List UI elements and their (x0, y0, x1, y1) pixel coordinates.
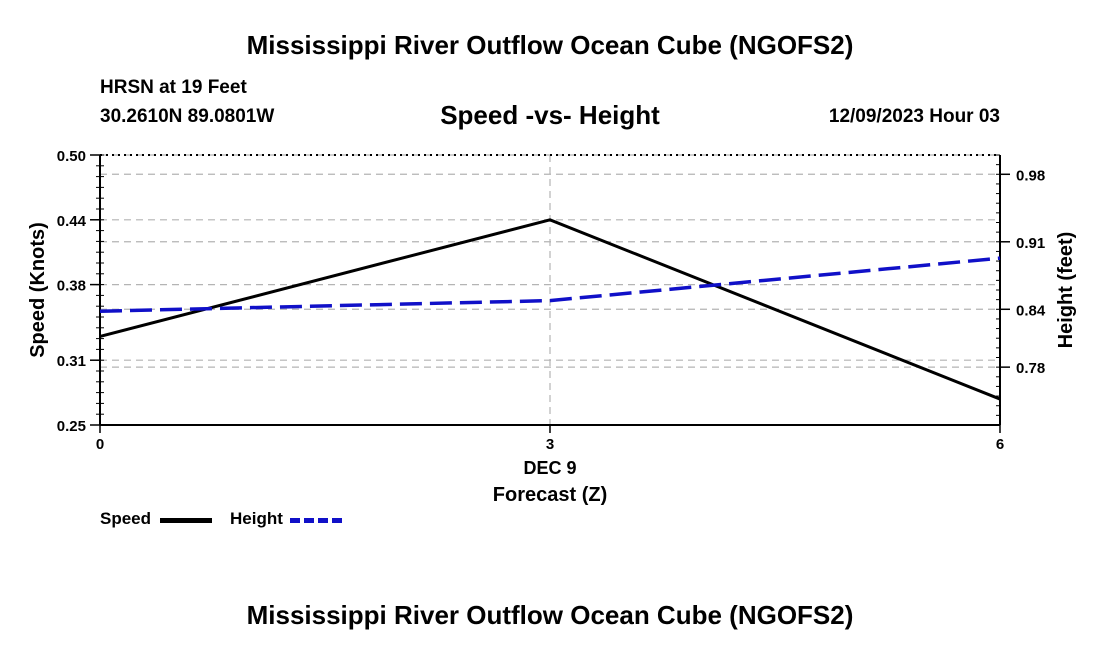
y-right-tick-label: 0.98 (1016, 167, 1045, 184)
datetime-label: 12/09/2023 Hour 03 (828, 106, 1000, 127)
legend-height-line (290, 518, 342, 523)
x-date-label: DEC 9 (523, 458, 576, 478)
x-tick-label: 0 (96, 436, 104, 453)
y-right-axis-label: Height (feet) (1055, 232, 1077, 349)
y-right-tick-label: 0.91 (1016, 235, 1045, 252)
y-left-tick-label: 0.38 (57, 278, 86, 295)
legend-height-label: Height (230, 509, 283, 528)
x-axis-label: Forecast (Z) (493, 484, 607, 506)
y-right-tick-label: 0.84 (1016, 302, 1046, 319)
y-right-tick-label: 0.78 (1016, 360, 1045, 377)
page-title-repeat: Mississippi River Outflow Ocean Cube (NG… (246, 600, 854, 630)
coordinates-label: 30.2610N 89.0801W (100, 106, 275, 127)
y-left-tick-label: 0.25 (57, 418, 86, 435)
series-speed-line (99, 218, 1001, 401)
x-tick-label: 3 (546, 436, 554, 453)
legend-speed-label: Speed (100, 509, 152, 528)
y-left-tick-label: 0.50 (57, 148, 86, 165)
series-height-line (99, 256, 1001, 313)
y-left-tick-label: 0.31 (57, 353, 86, 370)
legend-speed-line (160, 518, 212, 523)
chart-title: Speed -vs- Height (440, 100, 660, 130)
y-left-axis-label: Speed (Knots) (27, 222, 49, 358)
y-left-tick-label: 0.44 (57, 213, 87, 230)
station-label: HRSN at 19 Feet (100, 77, 247, 98)
page-title: Mississippi River Outflow Ocean Cube (NG… (246, 30, 854, 60)
x-tick-label: 6 (996, 436, 1004, 453)
